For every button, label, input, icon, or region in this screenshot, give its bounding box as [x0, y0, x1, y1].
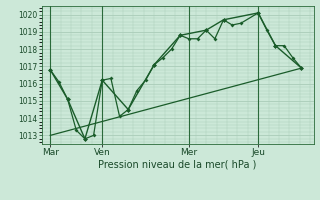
- X-axis label: Pression niveau de la mer( hPa ): Pression niveau de la mer( hPa ): [99, 160, 257, 170]
